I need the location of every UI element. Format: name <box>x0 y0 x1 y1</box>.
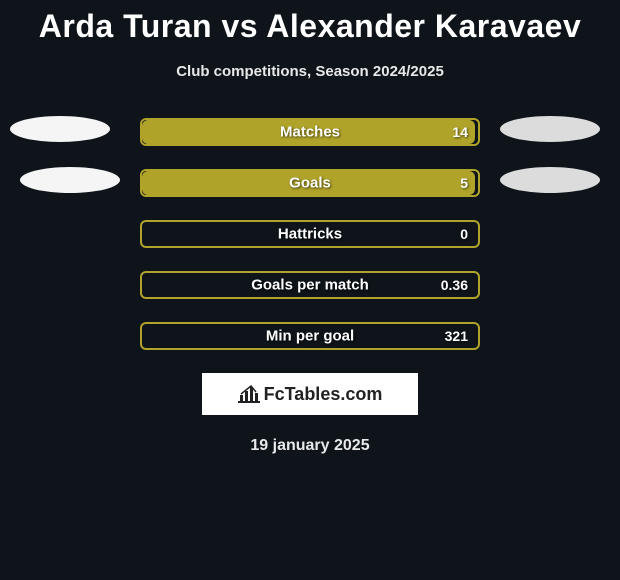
bar-matches: Matches 14 <box>140 118 480 146</box>
bar-value-gpm: 0.36 <box>441 277 468 293</box>
stat-row-goals: Goals 5 <box>0 169 620 197</box>
subtitle: Club competitions, Season 2024/2025 <box>0 63 620 80</box>
bar-value-hattricks: 0 <box>460 226 468 242</box>
bar-label-matches: Matches <box>280 124 340 141</box>
stat-row-gpm: Goals per match 0.36 <box>0 271 620 299</box>
logo-text: FcTables.com <box>264 384 383 405</box>
ellipse-left-0 <box>10 116 110 142</box>
page-title: Arda Turan vs Alexander Karavaev <box>0 8 620 45</box>
bar-gpm: Goals per match 0.36 <box>140 271 480 299</box>
ellipse-left-1 <box>20 167 120 193</box>
bar-label-goals: Goals <box>289 175 331 192</box>
bar-value-matches: 14 <box>452 124 468 140</box>
bar-hattricks: Hattricks 0 <box>140 220 480 248</box>
comparison-card: Arda Turan vs Alexander Karavaev Club co… <box>0 0 620 455</box>
bar-value-goals: 5 <box>460 175 468 191</box>
bar-label-mpg: Min per goal <box>266 328 354 345</box>
bar-label-gpm: Goals per match <box>251 277 369 294</box>
stat-row-hattricks: Hattricks 0 <box>0 220 620 248</box>
bar-chart-icon <box>238 385 260 403</box>
bar-label-hattricks: Hattricks <box>278 226 342 243</box>
logo-content: FcTables.com <box>238 384 383 405</box>
logo-box[interactable]: FcTables.com <box>202 373 418 415</box>
bar-value-mpg: 321 <box>445 328 468 344</box>
bar-goals: Goals 5 <box>140 169 480 197</box>
stat-row-matches: Matches 14 <box>0 118 620 146</box>
bar-mpg: Min per goal 321 <box>140 322 480 350</box>
chart-area: Matches 14 Goals 5 Hattricks 0 <box>0 118 620 350</box>
date-label: 19 january 2025 <box>0 437 620 455</box>
stat-row-mpg: Min per goal 321 <box>0 322 620 350</box>
ellipse-right-1 <box>500 167 600 193</box>
ellipse-right-0 <box>500 116 600 142</box>
